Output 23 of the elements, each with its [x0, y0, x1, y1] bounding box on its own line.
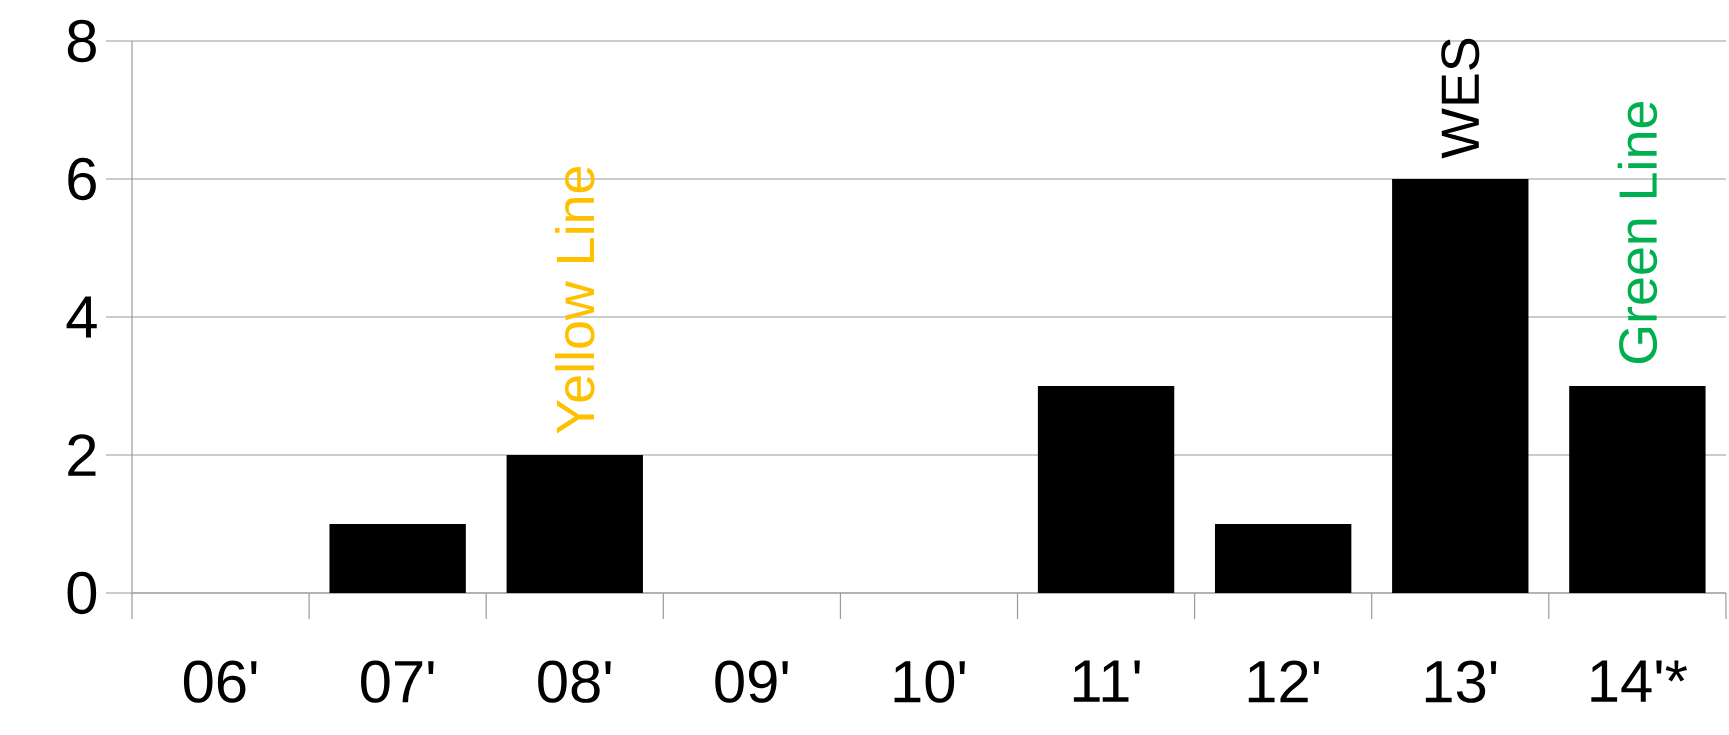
x-tick-label: 09' [715, 660, 788, 703]
bar [1392, 179, 1529, 593]
y-tick-label: 4 [66, 296, 97, 338]
annotation: WES [1441, 38, 1480, 159]
bar [329, 524, 466, 593]
bar [1214, 524, 1352, 593]
y-tick-label: 8 [67, 19, 96, 63]
x-tick-label: 08' [538, 660, 611, 703]
y-tick-label: 2 [68, 434, 96, 476]
x-tick-label: 06' [183, 660, 257, 703]
y-tick-label: 0 [67, 571, 97, 615]
x-tick-label: 12' [1248, 660, 1320, 703]
x-tick-label: 14'* [1591, 660, 1688, 702]
x-tick-label: 13' [1425, 660, 1497, 703]
annotation: Yellow Line [555, 167, 595, 434]
bar [506, 455, 643, 593]
bar [1569, 386, 1706, 593]
x-tick-label: 10' [894, 660, 965, 703]
x-tick-label: 11' [1073, 660, 1140, 702]
x-tick-label: 07' [361, 660, 434, 703]
y-tick-label: 6 [68, 157, 96, 201]
annotation: Green Line [1617, 102, 1658, 364]
bar [1037, 386, 1175, 593]
